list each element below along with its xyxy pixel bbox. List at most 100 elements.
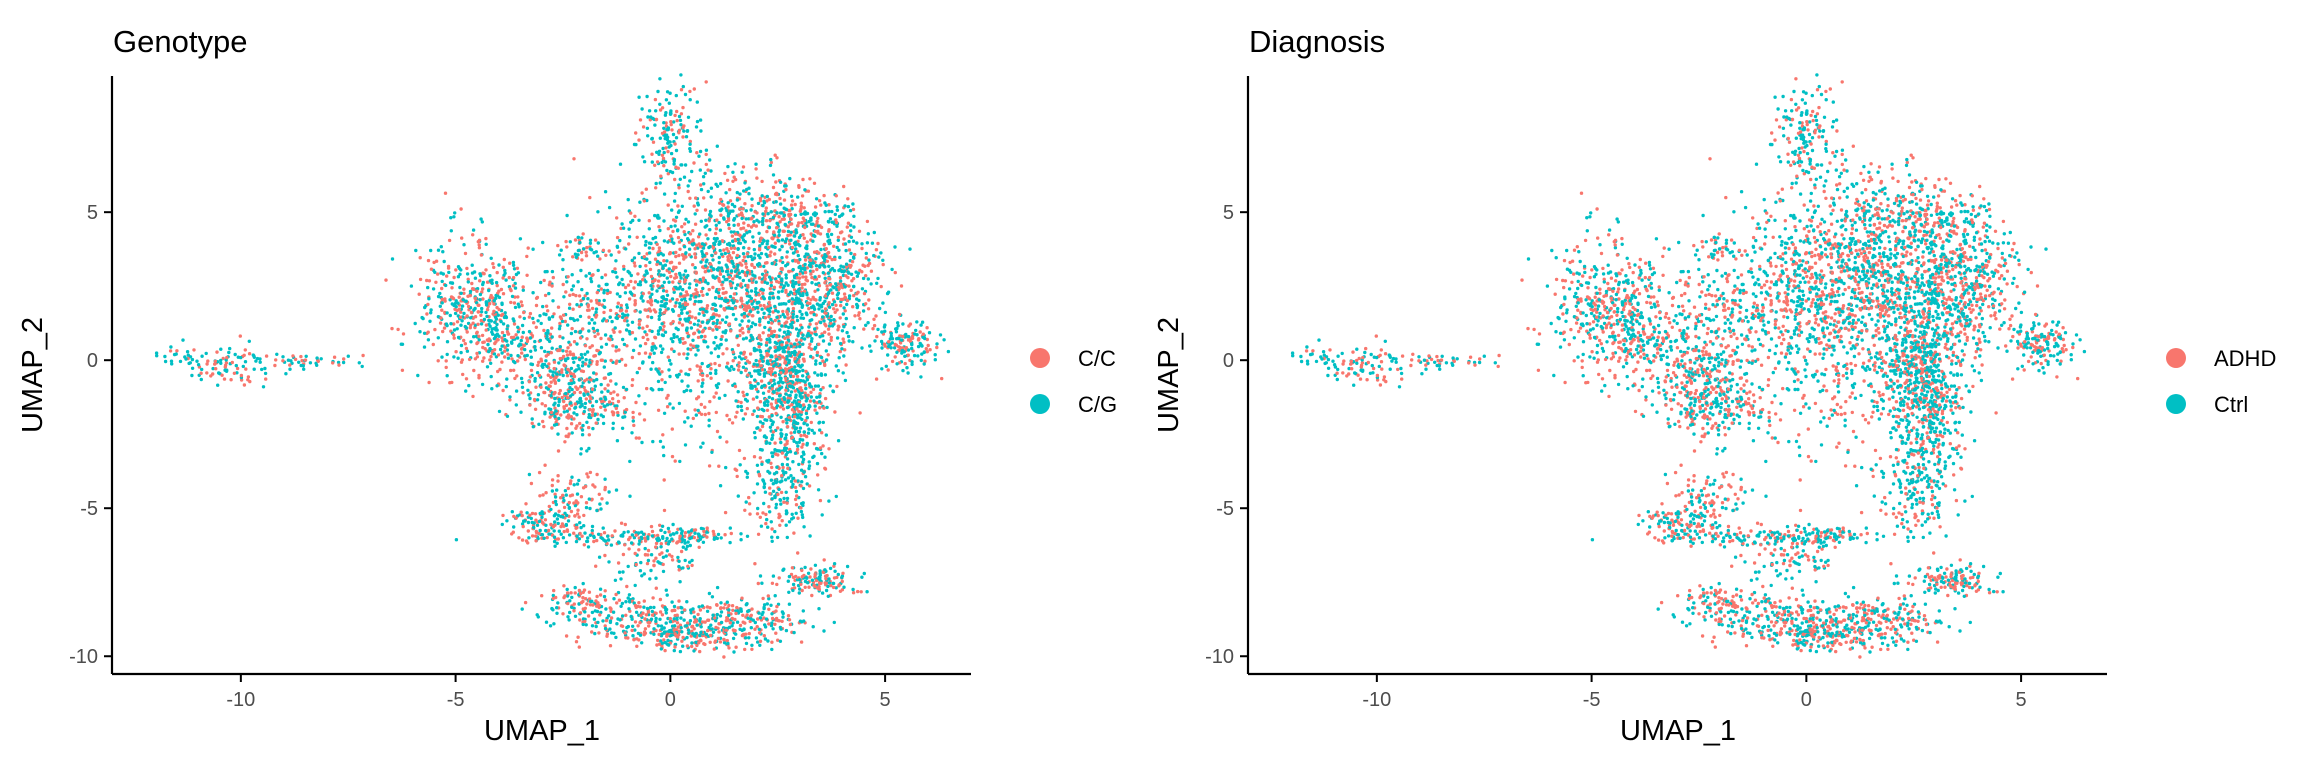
data-point xyxy=(875,281,879,285)
data-point xyxy=(638,310,642,314)
data-point xyxy=(850,260,855,264)
data-point xyxy=(583,362,588,366)
data-point xyxy=(494,280,499,285)
data-point xyxy=(784,470,788,475)
data-point xyxy=(749,254,753,259)
data-point xyxy=(332,355,337,359)
data-point xyxy=(187,361,191,366)
data-point xyxy=(670,537,674,541)
data-point xyxy=(647,109,652,113)
data-point xyxy=(719,266,724,270)
data-point xyxy=(471,233,475,237)
data-point xyxy=(512,525,516,529)
data-point xyxy=(436,248,441,252)
data-point xyxy=(686,540,690,544)
data-point xyxy=(832,269,837,273)
data-point xyxy=(719,182,723,186)
data-point xyxy=(477,238,482,242)
data-point xyxy=(623,543,627,547)
data-point xyxy=(849,235,854,239)
data-point xyxy=(855,304,860,308)
data-point xyxy=(602,310,606,315)
data-point xyxy=(516,295,520,299)
data-point xyxy=(550,335,554,339)
data-point xyxy=(810,281,814,285)
data-point xyxy=(649,315,654,320)
data-point xyxy=(669,234,673,238)
data-point xyxy=(679,276,683,280)
data-point xyxy=(714,308,718,313)
data-point xyxy=(880,330,884,334)
data-point xyxy=(621,337,625,342)
data-point xyxy=(763,418,767,422)
data-point xyxy=(663,113,668,117)
data-point xyxy=(600,497,604,501)
data-point xyxy=(572,390,577,395)
data-point xyxy=(562,505,567,510)
data-point xyxy=(732,367,736,371)
data-point xyxy=(775,404,780,408)
data-point xyxy=(839,282,843,286)
data-point xyxy=(918,341,922,346)
data-point xyxy=(787,292,791,297)
data-point xyxy=(816,488,821,492)
data-point xyxy=(612,390,616,394)
data-point xyxy=(512,267,517,271)
data-point xyxy=(813,384,818,388)
data-point xyxy=(753,384,757,388)
data-point xyxy=(852,214,856,218)
data-point xyxy=(603,273,608,277)
data-point xyxy=(814,257,818,261)
data-point xyxy=(490,330,494,334)
data-point xyxy=(787,399,791,403)
data-point xyxy=(516,359,520,363)
data-point xyxy=(842,325,846,329)
data-point xyxy=(676,540,680,544)
data-point xyxy=(887,340,891,344)
data-point xyxy=(688,142,692,146)
data-point xyxy=(672,241,676,245)
data-point xyxy=(450,286,454,290)
data-point xyxy=(414,248,418,253)
data-point xyxy=(772,285,777,289)
data-point xyxy=(829,268,833,272)
data-point xyxy=(637,351,641,356)
data-point xyxy=(763,269,768,273)
data-point xyxy=(579,303,583,307)
data-point xyxy=(556,521,560,526)
data-point xyxy=(665,593,669,597)
data-point xyxy=(745,231,749,235)
data-point xyxy=(615,245,620,249)
data-point xyxy=(641,155,645,159)
data-point xyxy=(607,337,611,341)
data-point xyxy=(734,645,738,649)
data-point xyxy=(790,517,794,521)
data-point xyxy=(475,351,479,356)
data-point xyxy=(740,319,744,323)
data-point xyxy=(786,332,791,336)
data-point xyxy=(675,229,680,233)
data-point xyxy=(769,160,773,165)
data-point xyxy=(920,320,925,324)
data-point xyxy=(569,401,573,405)
data-point xyxy=(252,367,256,371)
data-point xyxy=(428,319,432,323)
data-point xyxy=(734,317,738,321)
data-point xyxy=(617,570,622,574)
data-point xyxy=(484,300,488,304)
data-point xyxy=(814,362,818,366)
data-point xyxy=(772,406,776,411)
data-point xyxy=(635,370,639,375)
data-point xyxy=(676,235,681,240)
data-point xyxy=(650,152,654,156)
data-point xyxy=(647,355,652,359)
data-point xyxy=(788,393,792,398)
data-point xyxy=(649,303,654,307)
data-point xyxy=(765,408,770,412)
data-point xyxy=(844,274,848,278)
data-point xyxy=(657,317,661,321)
data-point xyxy=(671,132,676,137)
data-point xyxy=(357,361,361,365)
data-point xyxy=(478,298,482,302)
data-point xyxy=(758,303,763,308)
